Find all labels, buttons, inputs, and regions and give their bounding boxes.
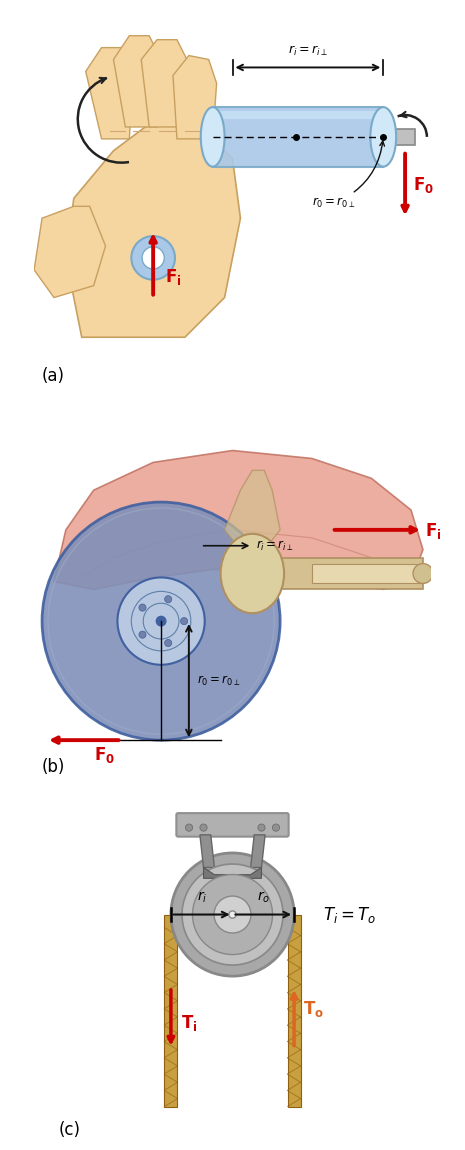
Text: $r_0 = r_{0\perp}$: $r_0 = r_{0\perp}$	[197, 674, 240, 688]
Text: $\mathbf{F_i}$: $\mathbf{F_i}$	[165, 267, 182, 286]
Circle shape	[186, 823, 193, 831]
Text: $\mathbf{T_o}$: $\mathbf{T_o}$	[303, 998, 324, 1019]
Polygon shape	[200, 835, 214, 867]
FancyBboxPatch shape	[176, 813, 289, 837]
Circle shape	[165, 596, 172, 603]
Circle shape	[118, 577, 205, 665]
Polygon shape	[252, 558, 423, 589]
Circle shape	[193, 874, 272, 954]
Circle shape	[200, 823, 207, 831]
Polygon shape	[213, 107, 383, 167]
Polygon shape	[173, 55, 217, 139]
Circle shape	[42, 503, 280, 741]
Circle shape	[165, 639, 172, 646]
Text: $\mathbf{T_i}$: $\mathbf{T_i}$	[181, 1013, 198, 1033]
Circle shape	[258, 823, 265, 831]
Circle shape	[182, 864, 283, 965]
Circle shape	[156, 616, 166, 626]
Circle shape	[272, 823, 279, 831]
Circle shape	[139, 604, 146, 611]
Text: $\mathbf{F_0}$: $\mathbf{F_0}$	[93, 745, 115, 765]
Polygon shape	[383, 129, 415, 145]
Polygon shape	[141, 39, 189, 126]
Text: (c): (c)	[59, 1121, 80, 1140]
Text: $r_o$: $r_o$	[257, 890, 270, 905]
Bar	[165, 914, 178, 1106]
Polygon shape	[312, 564, 423, 583]
Text: (a): (a)	[42, 367, 65, 385]
Text: $\mathbf{F_i}$: $\mathbf{F_i}$	[425, 521, 441, 540]
Text: $r_i = r_{i\perp}$: $r_i = r_{i\perp}$	[288, 44, 328, 58]
Polygon shape	[34, 206, 106, 298]
Text: $r_i$: $r_i$	[197, 890, 207, 905]
Circle shape	[139, 631, 146, 638]
Ellipse shape	[220, 534, 284, 613]
Polygon shape	[217, 112, 379, 120]
Polygon shape	[204, 867, 261, 879]
Polygon shape	[251, 835, 265, 867]
Polygon shape	[54, 451, 423, 589]
Ellipse shape	[201, 107, 225, 167]
Text: $\mathbf{F_0}$: $\mathbf{F_0}$	[413, 176, 434, 196]
Polygon shape	[86, 47, 133, 139]
Polygon shape	[225, 470, 280, 550]
Circle shape	[214, 896, 251, 933]
Text: $r_0=r_{0\perp}$: $r_0=r_{0\perp}$	[312, 141, 385, 210]
Ellipse shape	[413, 564, 433, 583]
Circle shape	[142, 247, 164, 269]
Polygon shape	[66, 120, 240, 337]
Circle shape	[171, 853, 294, 976]
Polygon shape	[113, 36, 161, 126]
Text: $T_i = T_o$: $T_i = T_o$	[323, 905, 376, 925]
Text: $r_i = r_{i\perp}$: $r_i = r_{i\perp}$	[256, 538, 294, 553]
Circle shape	[229, 911, 236, 918]
Ellipse shape	[370, 107, 396, 167]
Circle shape	[180, 618, 188, 624]
Text: (b): (b)	[42, 758, 66, 776]
Bar	[287, 914, 300, 1106]
Circle shape	[131, 236, 175, 279]
